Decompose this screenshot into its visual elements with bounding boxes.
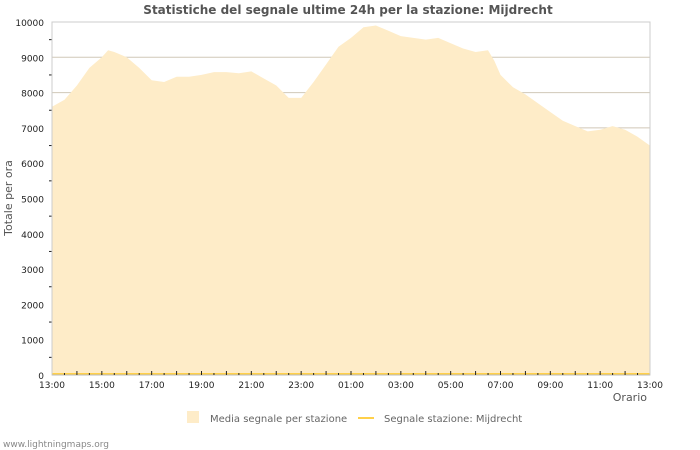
legend-swatch-media [187, 411, 199, 423]
x-tick-label: 21:00 [238, 381, 264, 391]
x-tick-label: 05:00 [438, 381, 464, 391]
y-tick-label: 8000 [21, 90, 44, 100]
footer-credit: www.lightningmaps.org [3, 440, 109, 450]
y-tick-label: 3000 [21, 266, 44, 276]
x-axis-label: Orario [613, 391, 648, 404]
x-tick-label: 07:00 [488, 381, 514, 391]
y-tick-label: 9000 [21, 54, 44, 64]
legend-label-media: Media segnale per stazione [210, 414, 347, 425]
x-tick-label: 13:00 [637, 381, 663, 391]
y-tick-label: 1000 [21, 337, 44, 347]
x-tick-label: 23:00 [288, 381, 314, 391]
y-axis-label: Totale per ora [2, 160, 15, 237]
y-tick-label: 0 [38, 372, 44, 382]
x-tick-label: 03:00 [388, 381, 414, 391]
y-tick-label: 2000 [21, 301, 44, 311]
x-tick-label: 09:00 [537, 381, 563, 391]
y-tick-label: 5000 [21, 196, 44, 206]
y-tick-label: 7000 [21, 125, 44, 135]
chart-title: Statistiche del segnale ultime 24h per l… [143, 3, 553, 17]
legend-label-station: Segnale stazione: Mijdrecht [384, 414, 522, 425]
x-tick-label: 13:00 [39, 381, 65, 391]
x-tick-label: 01:00 [338, 381, 364, 391]
x-tick-label: 11:00 [587, 381, 613, 391]
x-tick-label: 15:00 [89, 381, 115, 391]
y-tick-label: 4000 [21, 231, 44, 241]
x-tick-label: 19:00 [189, 381, 215, 391]
y-tick-label: 10000 [15, 19, 44, 29]
x-tick-label: 17:00 [139, 381, 165, 391]
y-tick-label: 6000 [21, 160, 44, 170]
series-media-area [52, 25, 650, 375]
